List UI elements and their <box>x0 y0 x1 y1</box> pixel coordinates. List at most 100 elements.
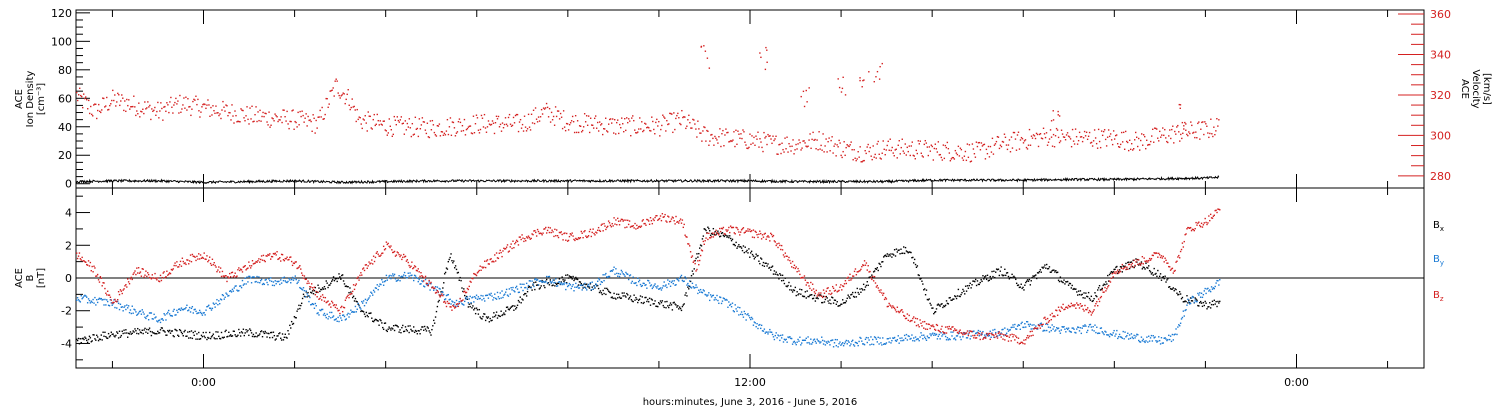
point-by <box>800 344 802 346</box>
velocity-point <box>912 154 914 157</box>
point-bx <box>443 273 446 275</box>
velocity-point <box>858 156 860 158</box>
point-bx <box>502 313 504 316</box>
point-bz <box>968 332 970 334</box>
point-bz <box>169 272 172 275</box>
velocity-point <box>358 116 360 118</box>
point-bz <box>142 268 144 270</box>
velocity-point <box>712 137 714 140</box>
point-by <box>448 299 450 301</box>
point-by <box>709 299 711 302</box>
point-bx <box>298 304 300 307</box>
point-bz <box>411 261 413 263</box>
point-bx <box>916 265 919 267</box>
velocity-point <box>639 117 641 119</box>
velocity-point <box>425 132 428 135</box>
point-by <box>325 316 327 319</box>
point-by <box>1191 295 1194 298</box>
point-bx <box>867 284 869 287</box>
point-bz <box>698 259 701 262</box>
point-bz <box>1051 312 1053 315</box>
velocity-point <box>717 142 719 144</box>
point-bz <box>1160 255 1163 257</box>
point-bx <box>833 299 836 301</box>
point-bz <box>862 264 864 266</box>
velocity-point <box>1051 145 1054 147</box>
velocity-point <box>1092 140 1095 142</box>
point-by <box>647 280 650 282</box>
point-bx <box>1191 300 1194 302</box>
velocity-point <box>352 106 354 108</box>
point-bz <box>441 293 443 295</box>
point-bx <box>256 335 258 338</box>
point-bx <box>777 274 779 276</box>
point-bx <box>604 287 606 290</box>
point-bz <box>138 272 141 274</box>
point-bx <box>1053 269 1055 271</box>
velocity-point <box>1052 133 1055 136</box>
point-bx <box>293 315 296 318</box>
velocity-point <box>525 130 528 132</box>
point-bx <box>970 287 972 289</box>
point-bx <box>933 312 935 315</box>
velocity-point <box>616 121 618 124</box>
velocity-point <box>1076 143 1079 145</box>
point-bx <box>348 291 350 294</box>
point-by <box>1087 329 1089 332</box>
point-by <box>572 283 574 286</box>
point-bz <box>808 285 810 287</box>
point-bx <box>1040 271 1042 273</box>
velocity-point <box>176 103 178 105</box>
point-bz <box>264 260 266 263</box>
point-bx <box>988 279 991 281</box>
point-by <box>298 279 300 282</box>
point-bx <box>117 337 120 339</box>
velocity-point <box>241 109 243 111</box>
velocity-spike-point <box>803 105 806 108</box>
point-bx <box>580 282 582 285</box>
point-by <box>83 295 85 297</box>
point-bz <box>410 265 412 268</box>
point-by <box>910 337 912 340</box>
velocity-point <box>760 141 762 143</box>
velocity-point <box>1210 118 1212 120</box>
point-bz <box>299 265 301 267</box>
point-by <box>789 336 791 338</box>
point-by <box>506 294 509 296</box>
point-bz <box>979 338 981 341</box>
velocity-point <box>1133 139 1136 141</box>
point-bz <box>770 232 772 235</box>
velocity-point <box>427 136 430 138</box>
velocity-point <box>201 106 203 108</box>
point-by <box>354 305 357 308</box>
point-bx <box>719 235 721 238</box>
point-by <box>1155 339 1157 342</box>
point-by <box>389 274 391 277</box>
velocity-spike-point <box>1058 115 1061 117</box>
point-bz <box>1054 315 1056 318</box>
point-bx <box>1033 275 1035 278</box>
point-bz <box>100 277 102 279</box>
velocity-point <box>286 110 288 113</box>
point-bz <box>444 302 447 304</box>
point-bx <box>920 277 922 280</box>
point-bz <box>677 220 679 223</box>
point-bz <box>596 232 598 234</box>
point-bz <box>375 252 378 255</box>
velocity-point <box>1181 137 1183 140</box>
point-by <box>259 279 262 282</box>
point-by <box>408 275 410 277</box>
point-bx <box>942 306 944 309</box>
point-by <box>658 288 660 290</box>
point-by <box>483 297 485 300</box>
point-by <box>1094 324 1096 326</box>
point-bx <box>722 234 725 237</box>
point-by <box>552 279 554 281</box>
point-bz <box>415 269 418 272</box>
point-bx <box>1078 293 1081 296</box>
point-by <box>667 279 669 281</box>
point-by <box>177 311 179 314</box>
velocity-point <box>555 115 558 118</box>
point-bz <box>809 287 811 290</box>
point-bz <box>813 291 816 293</box>
